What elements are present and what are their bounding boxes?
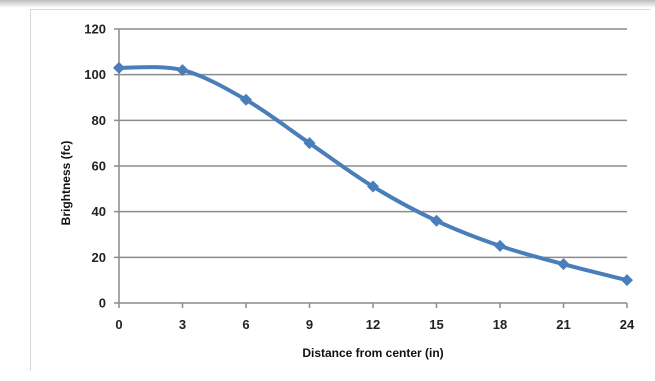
- x-tick-label-0: 0: [115, 317, 122, 332]
- y-tick-label-40: 40: [92, 204, 106, 219]
- x-tick-label-9: 9: [306, 317, 313, 332]
- y-tick-label-80: 80: [92, 113, 106, 128]
- x-tick-label-6: 6: [242, 317, 249, 332]
- data-point-24: [621, 274, 633, 287]
- top-edge-shadow: [0, 0, 655, 8]
- series-line: [117, 65, 629, 283]
- y-tick-label-100: 100: [84, 67, 106, 82]
- data-point-21: [557, 258, 570, 271]
- y-tick-label-0: 0: [99, 296, 106, 311]
- axes: [114, 29, 628, 308]
- x-tick-label-15: 15: [429, 317, 443, 332]
- y-axis-title: Brightness (fc): [59, 141, 73, 226]
- x-tick-label-24: 24: [620, 317, 635, 332]
- x-tick-label-21: 21: [556, 317, 570, 332]
- y-tick-label-60: 60: [92, 159, 106, 174]
- series-markers: [113, 61, 633, 287]
- x-tick-labels: 0 3 6 9 12 15 18 21 24: [115, 317, 635, 332]
- gridlines: [114, 28, 627, 259]
- data-point-0: [113, 61, 125, 74]
- y-tick-label-20: 20: [92, 250, 106, 265]
- data-point-18: [494, 239, 506, 252]
- x-tick-label-12: 12: [366, 317, 380, 332]
- y-tick-labels: 0 20 40 60 80 100 120: [84, 22, 106, 311]
- data-point-15: [430, 214, 443, 227]
- x-axis-title: Distance from center (in): [302, 346, 443, 360]
- data-point-12: [367, 180, 379, 193]
- x-tick-label-18: 18: [493, 317, 507, 332]
- y-tick-label-120: 120: [84, 22, 106, 37]
- data-point-3: [176, 64, 189, 77]
- x-tick-label-3: 3: [179, 317, 186, 332]
- data-point-9: [303, 137, 316, 150]
- data-point-6: [240, 93, 252, 106]
